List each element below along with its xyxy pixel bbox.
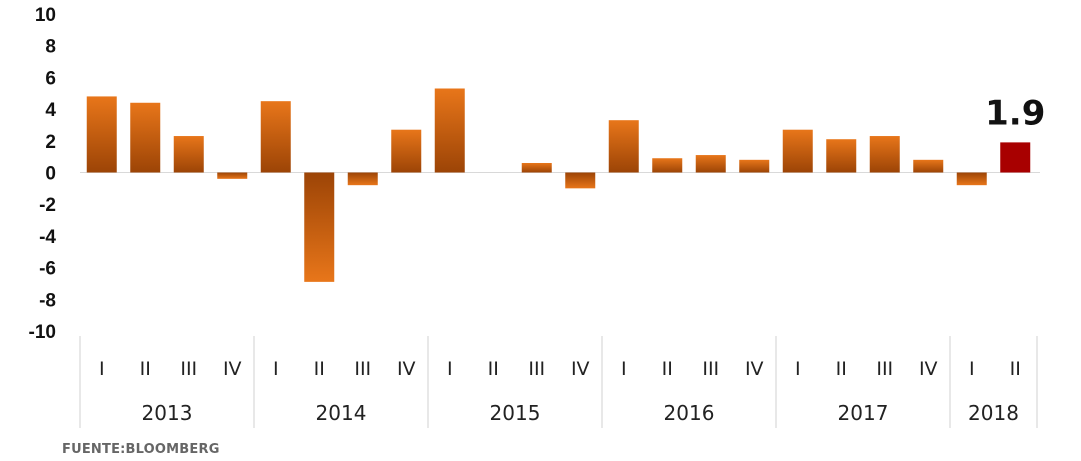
bar [391,129,422,173]
year-tick-label: 2016 [664,401,715,425]
bar [260,101,291,173]
year-tick-label: 2013 [142,401,193,425]
y-tick-label: -2 [39,195,56,216]
bar [695,155,726,173]
bar [173,136,204,173]
quarter-tick-label: I [99,358,105,380]
quarter-tick-label: II [314,358,325,380]
quarter-tick-label: II [1010,358,1021,380]
year-tick-label: 2014 [316,401,367,425]
bar [434,88,465,173]
quarter-tick-label: I [273,358,279,380]
bar [956,172,987,186]
bar [782,129,813,173]
bar [86,96,117,173]
y-tick-label: 8 [45,37,56,58]
bar [913,159,944,173]
bar [608,120,639,173]
bar [521,162,552,173]
quarter-tick-label: I [621,358,627,380]
y-tick-label: -10 [29,322,56,343]
year-tick-label: 2017 [838,401,889,425]
quarter-tick-label: IV [745,358,764,380]
year-tick-label: 2015 [490,401,541,425]
quarter-tick-label: III [354,358,371,380]
quarter-tick-label: I [447,358,453,380]
quarter-tick-label: II [140,358,151,380]
y-tick-label: 6 [45,68,56,89]
quarter-tick-label: I [795,358,801,380]
bar [869,136,900,173]
quarter-tick-label: III [702,358,719,380]
y-axis: 10 8 6 4 2 0 -2 -4 -6 -8 -10 [29,5,57,343]
quarter-tick-label: II [662,358,673,380]
bar [304,172,335,282]
y-tick-label: 4 [45,100,56,121]
bar [347,172,378,186]
bar [1000,142,1031,173]
quarter-tick-label: III [876,358,893,380]
bars [86,88,1031,282]
source-note: FUENTE:BLOOMBERG [62,442,220,457]
bar [652,158,683,173]
bar [217,172,248,179]
y-tick-label: -8 [39,290,56,311]
quarter-tick-label: II [488,358,499,380]
quarter-tick-label: III [528,358,545,380]
y-tick-label: -4 [39,227,56,248]
y-tick-label: 10 [35,5,56,26]
highlight-data-label: 1.9 [985,93,1045,133]
y-tick-label: 0 [45,164,56,185]
year-tick-label: 2018 [968,401,1019,425]
quarter-tick-label: I [969,358,975,380]
y-tick-label: 2 [45,132,56,153]
quarter-tick-label: IV [571,358,590,380]
quarter-tick-label: II [836,358,847,380]
callouts: 1.9 [985,93,1045,133]
bar [826,139,857,173]
y-tick-label: -6 [39,259,56,280]
quarter-tick-label: IV [223,358,242,380]
bar [739,159,770,173]
quarter-tick-label: IV [397,358,416,380]
bar [565,172,596,189]
bar [130,102,161,173]
quarter-tick-label: IV [919,358,938,380]
quarter-tick-label: III [180,358,197,380]
